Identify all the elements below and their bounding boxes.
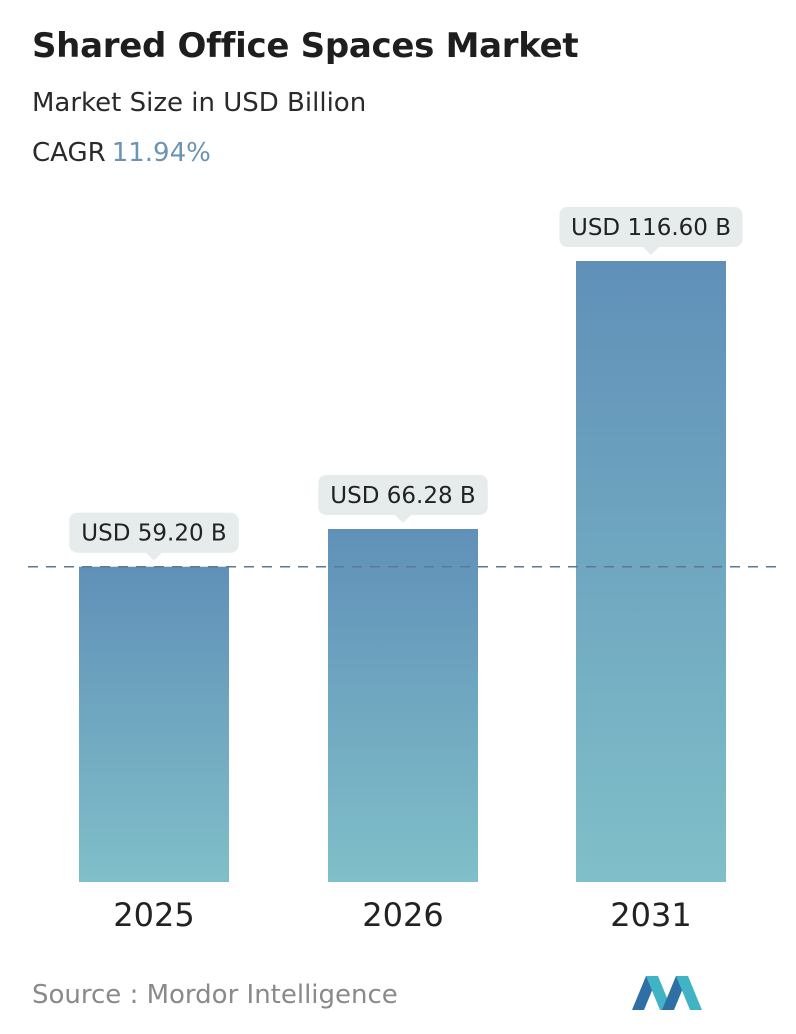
data-label-2026: USD 66.28 B (318, 474, 488, 523)
x-tick-2025: 2025 (113, 896, 194, 934)
chart-subtitle: Market Size in USD Billion (32, 88, 367, 118)
x-tick-2031: 2031 (610, 896, 691, 934)
svg-text:USD 116.60 B: USD 116.60 B (571, 215, 731, 241)
mordor-intelligence-logo-icon (632, 976, 702, 1010)
bar-2026 (328, 528, 478, 882)
svg-text:USD 59.20 B: USD 59.20 B (81, 521, 226, 547)
bar-2025 (79, 566, 229, 882)
svg-text:USD 66.28 B: USD 66.28 B (330, 483, 475, 509)
cagr-row: CAGR 11.94% (32, 138, 211, 168)
chart-title: Shared Office Spaces Market (32, 26, 579, 66)
data-label-2031: USD 116.60 B (559, 207, 743, 255)
bar-2031 (576, 261, 726, 882)
source-text: Source : Mordor Intelligence (32, 980, 398, 1010)
cagr-value: 11.94% (111, 138, 211, 168)
cagr-label: CAGR (32, 138, 106, 168)
x-tick-2026: 2026 (362, 896, 443, 934)
bar-chart: USD 59.20 B USD 66.28 B USD 116.60 B 2025 2… (28, 207, 782, 934)
data-label-2025: USD 59.20 B (69, 512, 239, 561)
